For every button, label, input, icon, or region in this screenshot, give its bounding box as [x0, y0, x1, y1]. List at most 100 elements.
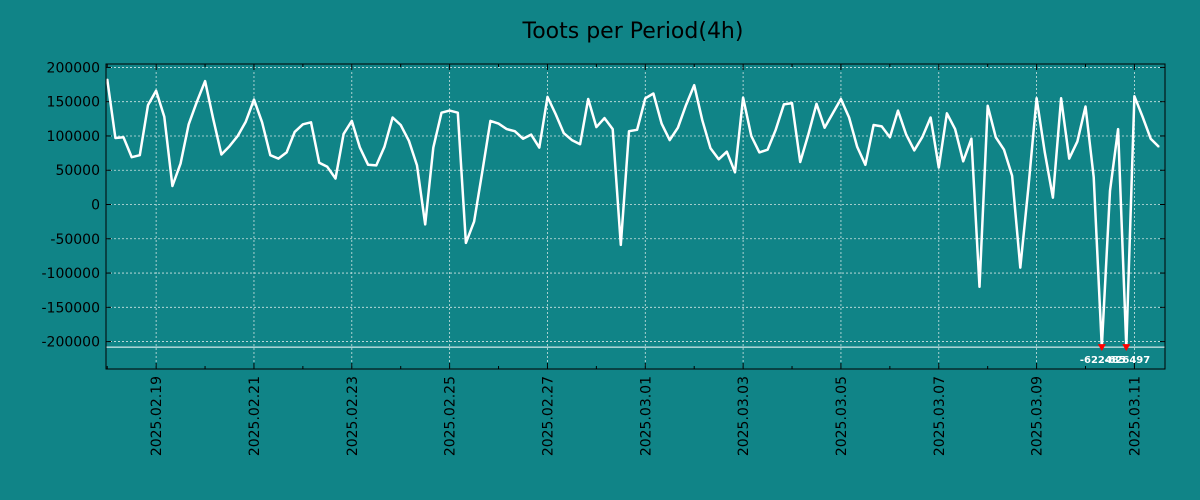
x-tick-label: 2025.02.21: [247, 376, 263, 456]
data-point: [921, 136, 924, 138]
y-tick-label: 0: [91, 198, 100, 214]
data-point: [530, 133, 532, 136]
data-point: [400, 124, 402, 126]
data-point: [1060, 97, 1062, 99]
data-point: [375, 164, 377, 167]
data-point: [644, 97, 646, 99]
data-point: [481, 171, 483, 173]
data-point: [497, 123, 500, 125]
data-point: [783, 103, 785, 106]
data-point: [1044, 151, 1046, 154]
data-point: [726, 151, 728, 153]
y-tick-label: 200000: [47, 60, 100, 76]
y-tick-label: -100000: [42, 266, 101, 282]
data-point: [310, 121, 312, 123]
data-point: [571, 139, 573, 141]
data-point: [995, 136, 997, 138]
data-point: [889, 136, 891, 138]
data-point: [1011, 175, 1013, 177]
data-point: [147, 104, 149, 106]
data-point: [1076, 140, 1078, 143]
x-tick-label: 2025.02.19: [149, 376, 165, 456]
data-point: [938, 166, 940, 169]
x-tick-label: 2025.03.11: [1127, 376, 1143, 456]
data-point: [718, 158, 720, 160]
data-point: [1150, 138, 1152, 140]
data-point: [677, 127, 679, 129]
data-point: [612, 128, 614, 130]
data-point: [122, 136, 125, 138]
data-point: [669, 139, 671, 141]
x-tick-label: 2025.03.09: [1030, 376, 1046, 456]
data-point: [848, 116, 850, 119]
data-point: [1035, 97, 1038, 99]
y-tick-label: 50000: [55, 163, 100, 179]
data-point: [930, 116, 932, 119]
data-point: [131, 156, 133, 158]
data-point: [603, 117, 606, 119]
data-point: [766, 149, 769, 151]
data-point: [856, 146, 858, 148]
data-point: [1141, 116, 1144, 118]
data-point: [693, 84, 695, 86]
data-point: [750, 135, 752, 137]
data-point: [652, 92, 655, 95]
annotation-marker: [1097, 344, 1106, 352]
x-tick-label: 2025.03.03: [736, 376, 752, 456]
data-point: [1084, 105, 1087, 108]
data-point: [220, 153, 222, 156]
data-point: [465, 242, 467, 244]
data-point: [824, 127, 826, 129]
data-point: [212, 118, 214, 120]
data-point: [473, 221, 475, 223]
data-point: [913, 149, 915, 151]
data-point: [954, 128, 956, 130]
data-point: [660, 123, 663, 125]
data-point: [1027, 186, 1030, 188]
data-point: [1093, 176, 1095, 178]
data-point: [587, 98, 589, 100]
annotations: -622485-626497: [1080, 344, 1150, 366]
x-tick-label: 2025.03.07: [932, 376, 948, 456]
data-point: [237, 135, 239, 137]
data-point: [351, 120, 353, 122]
y-tick-label: -150000: [42, 300, 101, 316]
data-point: [334, 177, 337, 180]
data-point: [742, 96, 744, 99]
data-point: [416, 164, 418, 167]
data-point: [815, 103, 818, 105]
data-point: [791, 102, 793, 104]
data-point: [440, 112, 443, 114]
chart-title: Toots per Period(4h): [522, 19, 744, 44]
x-tick-label: 2025.03.01: [638, 376, 654, 456]
data-point: [1117, 128, 1119, 130]
y-tick-label: 150000: [47, 95, 100, 111]
data-point: [538, 147, 540, 149]
data-point: [978, 286, 981, 288]
data-points: [106, 78, 1160, 348]
data-point: [1019, 266, 1021, 269]
series-line-toots: [105, 78, 1160, 349]
data-point: [620, 244, 622, 246]
data-point: [1003, 149, 1005, 151]
data-point: [807, 133, 809, 136]
data-point: [318, 162, 320, 164]
y-tick-label: 100000: [47, 129, 100, 145]
data-point: [970, 138, 972, 140]
data-point: [139, 154, 141, 156]
data-point: [734, 171, 736, 173]
data-point: [595, 126, 597, 128]
data-point: [171, 185, 174, 187]
data-point: [1109, 190, 1111, 192]
data-point: [294, 131, 296, 133]
data-point: [555, 113, 557, 115]
data-point: [987, 105, 989, 107]
data-point: [579, 143, 581, 145]
data-point: [163, 116, 165, 118]
data-point: [546, 96, 549, 98]
grid-lines: [106, 64, 1165, 369]
data-point: [326, 166, 328, 168]
data-point: [946, 112, 948, 114]
annotation-label: -622485: [1080, 355, 1126, 366]
data-point: [962, 160, 964, 162]
